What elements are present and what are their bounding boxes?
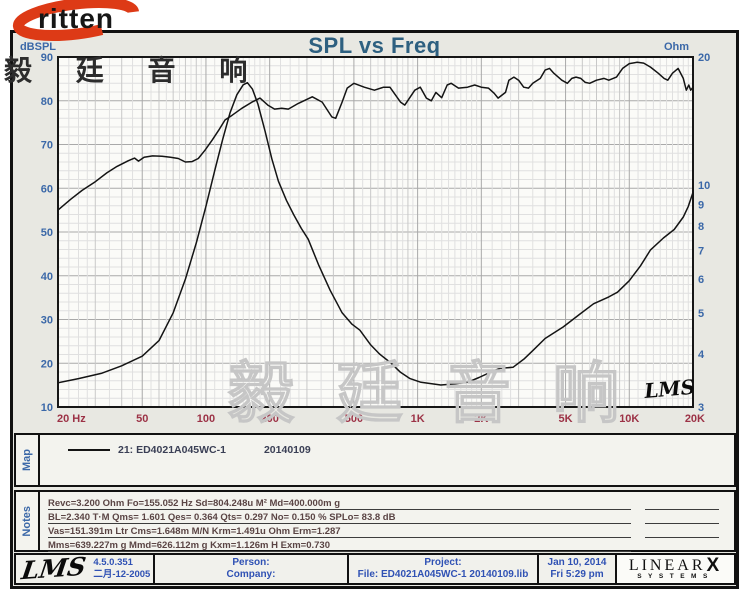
notes-label: Notes xyxy=(21,505,33,537)
person-label: Person: xyxy=(232,557,270,568)
svg-text:10: 10 xyxy=(41,402,53,414)
left-axis-title: dBSPL xyxy=(20,41,56,53)
legend-row: 21: ED4021A045WC-1 20140109 xyxy=(68,444,311,456)
linearx-systems-wordmark: SYSTEMS xyxy=(637,572,714,580)
brand-name: ritten xyxy=(38,3,114,34)
lms-logo: LMS xyxy=(19,551,88,586)
legend-curve-name: 21: ED4021A045WC-1 xyxy=(118,444,226,456)
svg-text:200: 200 xyxy=(260,413,278,425)
note-text: Vas=151.391m Ltr Cms=1.648m M/N Krm=1.49… xyxy=(48,526,632,538)
svg-text:70: 70 xyxy=(41,140,53,152)
map-box-content: 21: ED4021A045WC-1 20140109 xyxy=(40,435,734,485)
svg-text:20 Hz: 20 Hz xyxy=(57,413,86,425)
footer-bar: LMS 4.5.0.351 二月-12-2005 Person: Company… xyxy=(14,551,736,586)
i-dot-icon xyxy=(56,3,66,13)
svg-text:8: 8 xyxy=(698,221,704,233)
right-axis-title: Ohm xyxy=(664,41,689,53)
legend-curve-date: 20140109 xyxy=(263,444,311,456)
footer-version-cell: LMS 4.5.0.351 二月-12-2005 xyxy=(14,551,155,586)
plot-border xyxy=(57,56,694,408)
page-title: SPL vs Freq xyxy=(308,33,441,58)
svg-text:1K: 1K xyxy=(411,413,425,425)
note-blank-field xyxy=(644,513,720,524)
svg-text:5: 5 xyxy=(698,308,704,320)
note-line: Vas=151.391m Ltr Cms=1.648m M/N Krm=1.49… xyxy=(48,525,726,538)
note-line: BL=2.340 T·M Qms= 1.601 Qes= 0.364 Qts= … xyxy=(48,511,726,524)
legend-line-marker xyxy=(68,449,110,451)
note-blank-field xyxy=(644,527,720,538)
svg-text:50: 50 xyxy=(136,413,148,425)
map-box: Map 21: ED4021A045WC-1 20140109 xyxy=(14,433,736,487)
svg-text:30: 30 xyxy=(41,315,53,327)
software-version: 4.5.0.351 xyxy=(93,557,133,568)
svg-text:20K: 20K xyxy=(685,413,705,425)
brand-swoosh-icon xyxy=(12,0,140,41)
svg-text:4: 4 xyxy=(698,349,705,361)
svg-text:80: 80 xyxy=(41,96,53,108)
linearx-logo: LINEAR X SYSTEMS xyxy=(615,553,736,585)
svg-text:100: 100 xyxy=(197,413,215,425)
svg-text:40: 40 xyxy=(41,271,53,283)
svg-text:10: 10 xyxy=(698,180,710,192)
notes-lines: Revc=3.200 Ohm Fo=155.052 Hz Sd=804.248u… xyxy=(40,492,734,554)
svg-text:10K: 10K xyxy=(619,413,639,425)
vertical-gridlines xyxy=(57,57,694,407)
company-label: Company: xyxy=(226,569,276,580)
report-date: Jan 10, 2014 xyxy=(547,557,607,568)
svg-text:2K: 2K xyxy=(474,413,488,425)
svg-text:90: 90 xyxy=(41,52,53,64)
linearx-wordmark: LINEAR xyxy=(628,556,706,574)
spl-curve xyxy=(57,61,694,211)
notes-box: Notes Revc=3.200 Ohm Fo=155.052 Hz Sd=80… xyxy=(14,490,736,552)
svg-text:50: 50 xyxy=(41,227,53,239)
x-axis-tick-labels: 20 Hz 50 100 200 500 1K 2K 5K 10K 20K xyxy=(57,413,705,425)
note-text: Mms=639.227m g Mmd=626.112m g Kxm=1.126m… xyxy=(48,540,632,552)
right-axis-tick-labels: 20 10 9 8 7 6 5 4 3 xyxy=(698,52,710,414)
project-label: Project: xyxy=(424,557,462,568)
note-text: Revc=3.200 Ohm Fo=155.052 Hz Sd=804.248u… xyxy=(48,498,632,510)
map-label: Map xyxy=(21,449,33,471)
brand-name-chinese: 毅 廷 音 响 xyxy=(4,55,266,86)
left-axis-tick-labels: 90 80 70 60 50 40 30 20 10 xyxy=(41,52,53,414)
report-time: Fri 5:29 pm xyxy=(550,569,604,580)
horizontal-gridlines xyxy=(58,56,693,408)
impedance-curve xyxy=(57,81,694,386)
file-label: File: ED4021A045WC-1 20140109.lib xyxy=(357,569,529,580)
footer-person-cell: Person: Company: xyxy=(153,553,349,585)
svg-text:9: 9 xyxy=(698,199,704,211)
svg-text:60: 60 xyxy=(41,183,53,195)
svg-text:20: 20 xyxy=(41,358,53,370)
svg-text:5K: 5K xyxy=(559,413,573,425)
svg-text:7: 7 xyxy=(698,246,704,258)
svg-text:20: 20 xyxy=(698,52,710,64)
svg-text:6: 6 xyxy=(698,274,704,286)
map-box-label-cell: Map xyxy=(16,435,40,485)
notes-box-label-cell: Notes xyxy=(16,492,40,550)
svg-text:500: 500 xyxy=(345,413,363,425)
note-blank-field xyxy=(645,542,720,552)
note-line: Mms=639.227m g Mmd=626.112m g Kxm=1.126m… xyxy=(48,539,726,552)
note-blank-field xyxy=(644,499,720,510)
software-version-date: 二月-12-2005 xyxy=(93,569,151,580)
linearx-x: X xyxy=(706,554,723,576)
footer-datetime-cell: Jan 10, 2014 Fri 5:29 pm xyxy=(537,553,617,585)
lms-plot-brand: LMS xyxy=(642,375,696,403)
footer-project-cell: Project: File: ED4021A045WC-1 20140109.l… xyxy=(347,553,539,585)
brand-logo: ritten xyxy=(4,0,174,50)
note-text: BL=2.340 T·M Qms= 1.601 Qes= 0.364 Qts= … xyxy=(48,512,632,524)
notes-box-content: Revc=3.200 Ohm Fo=155.052 Hz Sd=804.248u… xyxy=(40,492,734,552)
watermark-text: 毅 廷 音 响 xyxy=(228,356,631,430)
note-line: Revc=3.200 Ohm Fo=155.052 Hz Sd=804.248u… xyxy=(48,497,726,510)
svg-text:3: 3 xyxy=(698,402,704,414)
